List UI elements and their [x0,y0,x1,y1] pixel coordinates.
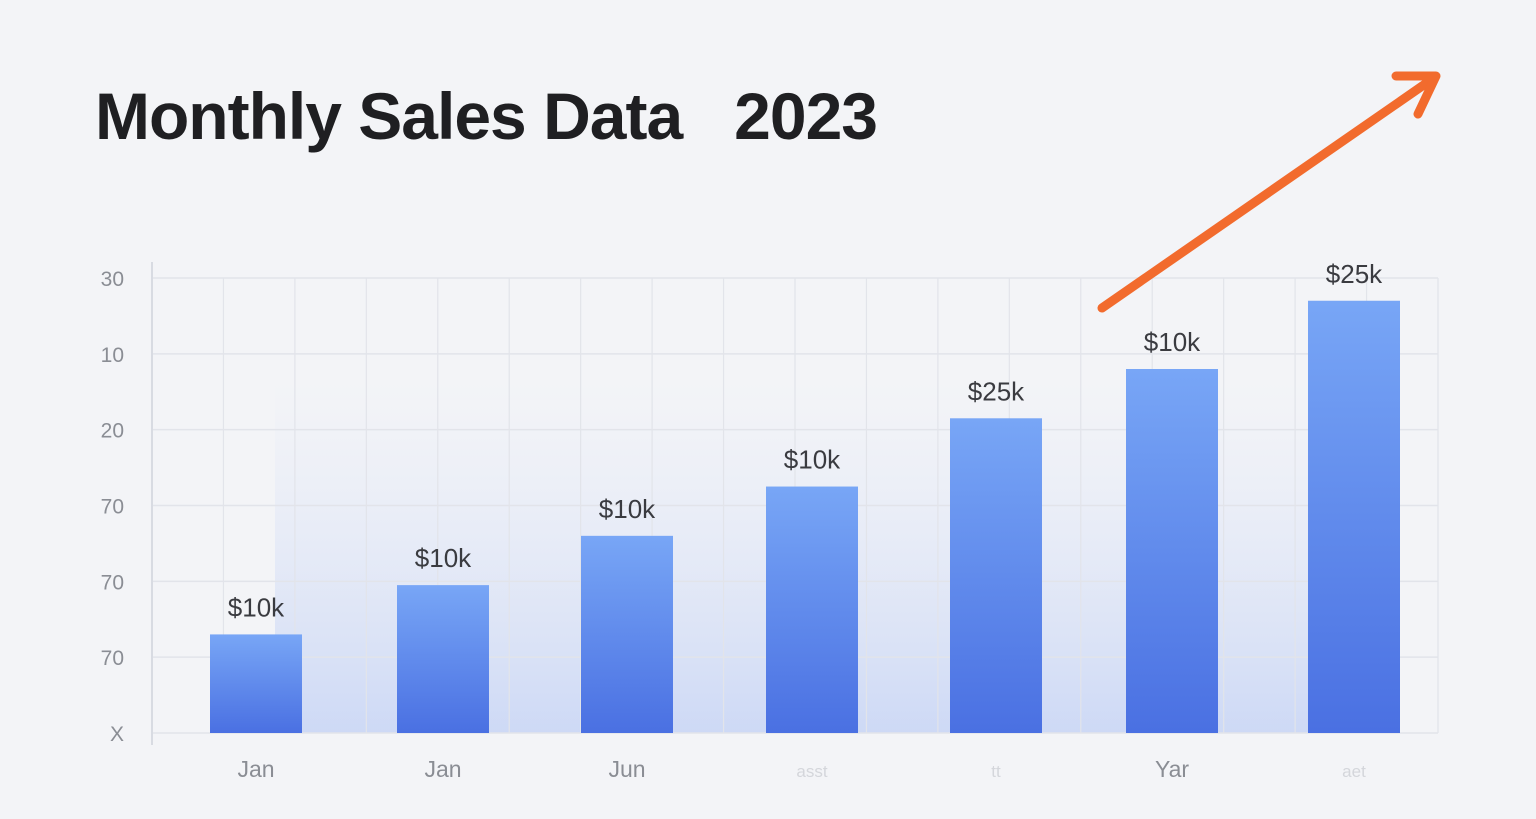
bar-value-label: $10k [415,543,472,573]
bar-value-label: $10k [1144,327,1201,357]
bar-value-label: $25k [968,376,1025,406]
x-tick-label: Jan [424,756,461,782]
chart-title: Monthly Sales Data 2023 [95,79,878,153]
x-tick-label: tt [991,762,1001,781]
y-tick-label: 10 [101,344,124,367]
x-tick-label: asst [796,762,827,781]
trend-arrow-shaft [1097,77,1433,313]
bar [950,418,1042,733]
y-tick-label: 30 [101,268,124,291]
bar-value-label: $10k [599,494,656,524]
y-tick-label: 70 [101,647,124,670]
bar-value-label: $10k [784,445,841,475]
bar [1308,300,1400,733]
bar-value-label: $10k [228,592,285,622]
value-labels: $10k $10k $10k $10k $25k $10k $25k [228,259,1383,623]
x-tick-label: Yar [1155,756,1189,782]
bar [1126,369,1218,733]
axes: 30 10 20 70 70 70 X Jan Jan Jun asst tt Yar aet [101,262,1366,782]
x-tick-label: Jan [237,756,274,782]
x-tick-label: aet [1342,762,1366,781]
y-tick-label: 70 [101,571,124,594]
bar [581,535,673,733]
bar [766,486,858,733]
y-tick-label: X [110,723,124,746]
trend-arrow [1097,71,1441,313]
bar-value-label: $25k [1326,259,1383,289]
x-tick-label: Jun [608,756,645,782]
trend-arrow-head [1391,71,1441,119]
y-tick-label: 20 [101,420,124,443]
bars [210,300,1400,733]
y-tick-label: 70 [101,496,124,519]
bar [210,634,302,733]
bar [397,585,489,733]
